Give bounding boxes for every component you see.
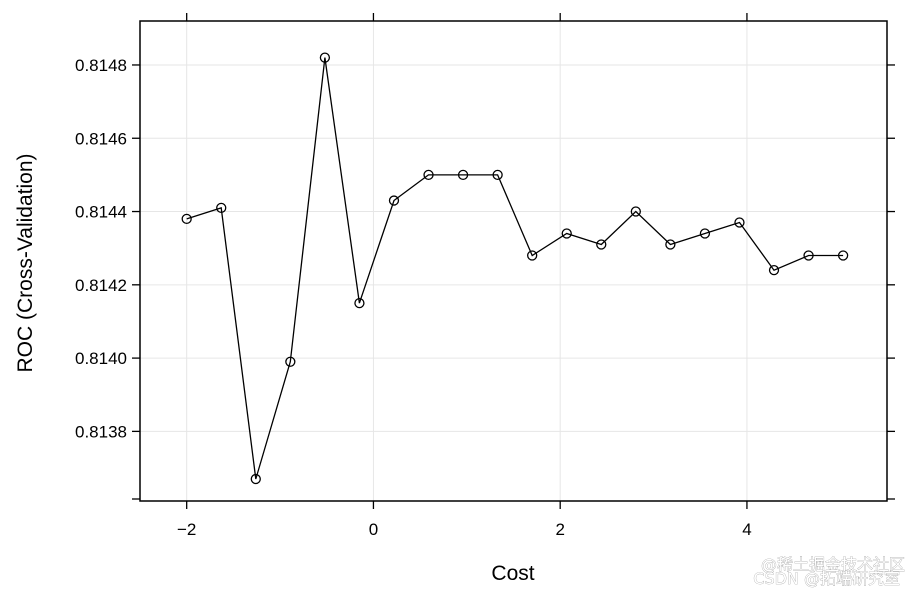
data-point bbox=[423, 169, 434, 181]
data-point bbox=[596, 239, 607, 250]
watermark-line-2: CSDN @拓端研究室 bbox=[753, 569, 900, 588]
x-tick-label: −2 bbox=[177, 520, 196, 539]
y-tick-label: 0.8142 bbox=[75, 276, 127, 295]
data-point bbox=[734, 217, 745, 228]
data-point bbox=[803, 250, 814, 261]
data-point bbox=[665, 239, 676, 250]
plot-panel bbox=[139, 20, 888, 502]
data-point bbox=[492, 169, 503, 181]
y-axis-title: ROC (Cross-Validation) bbox=[14, 154, 37, 373]
y-tick-label: 0.8138 bbox=[75, 422, 127, 441]
x-axis-title: Cost bbox=[491, 562, 534, 585]
data-point bbox=[768, 265, 780, 276]
series-group bbox=[181, 52, 849, 485]
data-point bbox=[527, 250, 538, 261]
data-point bbox=[457, 169, 469, 181]
data-point bbox=[250, 473, 261, 485]
data-point bbox=[837, 250, 849, 261]
x-tick-label: 4 bbox=[742, 520, 751, 539]
y-tick-label: 0.8140 bbox=[75, 349, 127, 368]
y-tick-label: 0.8144 bbox=[75, 203, 127, 222]
data-point bbox=[181, 213, 192, 225]
y-tick-label: 0.8148 bbox=[75, 56, 127, 75]
data-point bbox=[319, 52, 331, 63]
data-point bbox=[354, 297, 365, 309]
watermark-line-1: @稀土掘金技术社区 bbox=[761, 555, 905, 574]
series-line bbox=[186, 57, 844, 480]
data-point bbox=[216, 202, 227, 214]
axis-ticks: −2 0 2 4 0.8138 0.8140 0.8142 0.8144 0.8146 0.814… bbox=[75, 13, 895, 539]
x-tick-label: 2 bbox=[555, 520, 564, 539]
y-tick-label: 0.8146 bbox=[75, 129, 127, 148]
data-point bbox=[630, 206, 641, 217]
x-tick-label: 0 bbox=[369, 520, 378, 539]
data-point bbox=[388, 195, 400, 206]
data-point bbox=[561, 228, 572, 239]
data-point bbox=[285, 356, 296, 367]
grid-lines bbox=[140, 21, 887, 501]
data-point bbox=[699, 228, 711, 239]
